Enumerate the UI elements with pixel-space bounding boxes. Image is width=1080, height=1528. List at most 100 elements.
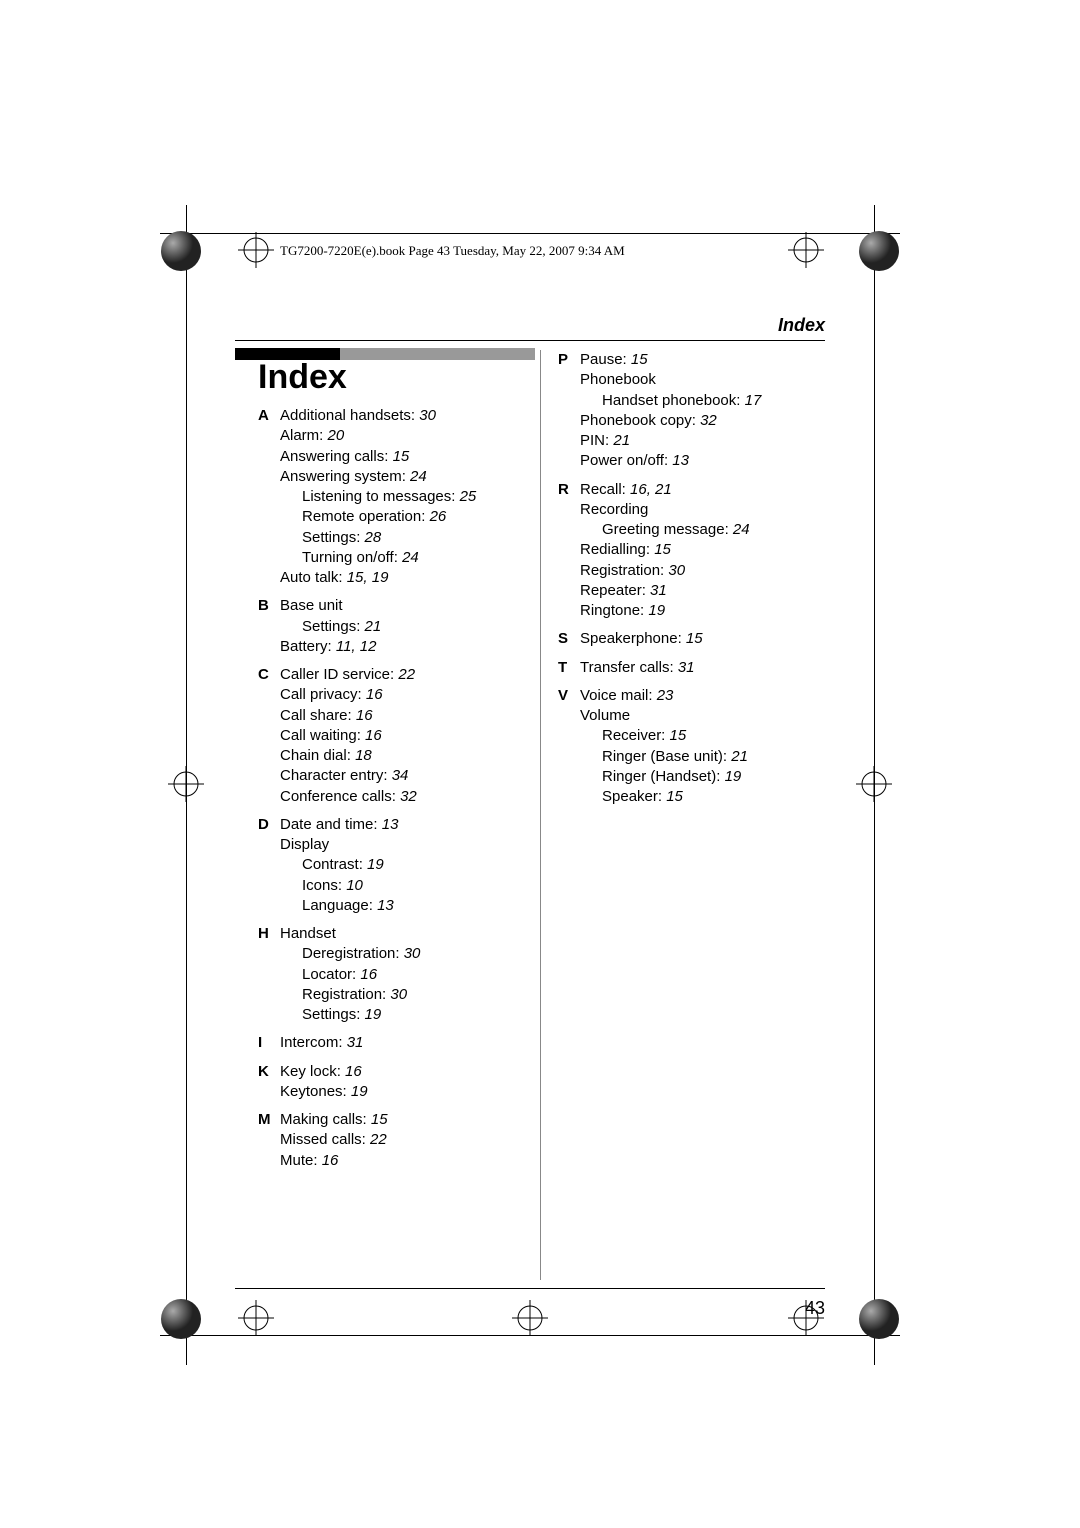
index-entry: Phonebook copy: 32 <box>580 411 828 431</box>
index-group: HHandsetDeregistration: 30Locator: 16Reg… <box>258 924 528 1025</box>
entry-text: Ringer (Handset): <box>602 768 720 785</box>
index-entry: HHandset <box>280 924 528 944</box>
index-entry: Call share: 16 <box>280 706 528 726</box>
entry-page: 11, 12 <box>336 638 377 655</box>
entry-page: 13 <box>672 452 689 469</box>
entry-text: Ringer (Base unit): <box>602 748 727 765</box>
index-letter: S <box>558 629 580 649</box>
entry-page: 16 <box>356 707 373 724</box>
entry-text: Repeater: <box>580 582 646 599</box>
index-entry: Chain dial: 18 <box>280 746 528 766</box>
index-entry: Listening to messages: 25 <box>280 487 528 507</box>
entry-text: Deregistration: <box>302 945 400 962</box>
entry-page: 16, 21 <box>630 481 672 498</box>
index-letter: I <box>258 1033 280 1053</box>
index-entry: Redialling: 15 <box>580 540 828 560</box>
entry-page: 15 <box>371 1111 388 1128</box>
entry-text: Receiver: <box>602 727 665 744</box>
entry-text: Caller ID service: <box>280 666 394 683</box>
index-entry: Character entry: 34 <box>280 766 528 786</box>
entry-page: 19 <box>367 856 384 873</box>
index-entry: Deregistration: 30 <box>280 944 528 964</box>
index-letter: V <box>558 686 580 706</box>
entry-text: Recording <box>580 501 648 518</box>
entry-page: 30 <box>668 562 685 579</box>
entry-page: 23 <box>657 687 674 704</box>
entry-text: Mute: <box>280 1152 318 1169</box>
index-group: SSpeakerphone: 15 <box>558 629 828 649</box>
entry-page: 30 <box>390 986 407 1003</box>
index-group: AAdditional handsets: 30Alarm: 20Answeri… <box>258 406 528 588</box>
entry-page: 19 <box>648 602 665 619</box>
index-entry: Remote operation: 26 <box>280 507 528 527</box>
index-group: KKey lock: 16Keytones: 19 <box>258 1062 528 1103</box>
entry-page: 25 <box>460 488 477 505</box>
index-entry: Answering calls: 15 <box>280 447 528 467</box>
index-entry: DDate and time: 13 <box>280 815 528 835</box>
index-entry: Settings: 28 <box>280 528 528 548</box>
entry-page: 15 <box>631 351 648 368</box>
reg-cross-icon <box>788 232 824 268</box>
index-entry: IIntercom: 31 <box>280 1033 528 1053</box>
entry-text: Answering calls: <box>280 448 388 465</box>
index-group: PPause: 15PhonebookHandset phonebook: 17… <box>558 350 828 472</box>
index-entry: VVoice mail: 23 <box>580 686 828 706</box>
entry-text: Recall: <box>580 481 626 498</box>
page: TG7200-7220E(e).book Page 43 Tuesday, Ma… <box>0 0 1080 1528</box>
index-entry: Turning on/off: 24 <box>280 548 528 568</box>
index-group: RRecall: 16, 21 Recording Greeting message… <box>558 480 828 622</box>
entry-page: 16 <box>366 686 383 703</box>
entry-page: 17 <box>745 392 762 409</box>
index-letter: R <box>558 480 580 500</box>
index-group: BBase unitSettings: 21Battery: 11, 12 <box>258 596 528 657</box>
index-entry: Answering system: 24 <box>280 467 528 487</box>
index-entry: Battery: 11, 12 <box>280 637 528 657</box>
entry-page: 15 <box>670 727 687 744</box>
index-entry: Display <box>280 835 528 855</box>
entry-text: Power on/off: <box>580 452 668 469</box>
entry-page: 21 <box>365 618 382 635</box>
index-entry: Conference calls: 32 <box>280 787 528 807</box>
index-entry: Alarm: 20 <box>280 426 528 446</box>
entry-text: Phonebook copy: <box>580 412 696 429</box>
entry-text: Missed calls: <box>280 1131 366 1148</box>
entry-text: Character entry: <box>280 767 388 784</box>
entry-page: 32 <box>700 412 717 429</box>
entry-text: Volume <box>580 707 630 724</box>
entry-text: Answering system: <box>280 468 406 485</box>
index-entry: Ringer (Handset): 19 <box>580 767 828 787</box>
entry-text: Language: <box>302 897 373 914</box>
index-group: DDate and time: 13DisplayContrast: 19Ico… <box>258 815 528 916</box>
entry-text: Phonebook <box>580 371 656 388</box>
entry-text: Registration: <box>302 986 386 1003</box>
entry-text: Alarm: <box>280 427 323 444</box>
entry-text: Transfer calls: <box>580 659 674 676</box>
entry-text: Speakerphone: <box>580 630 682 647</box>
header-underline <box>235 340 825 341</box>
reg-ball-icon <box>858 230 900 272</box>
index-entry: Settings: 21 <box>280 617 528 637</box>
entry-page: 15, 19 <box>347 569 389 586</box>
entry-text: Auto talk: <box>280 569 343 586</box>
index-content: AAdditional handsets: 30Alarm: 20Answeri… <box>258 350 828 1280</box>
index-letter: M <box>258 1110 280 1130</box>
entry-text: Intercom: <box>280 1034 343 1051</box>
reg-cross-icon <box>512 1300 548 1336</box>
index-entry: Ringtone: 19 <box>580 601 828 621</box>
entry-page: 24 <box>733 521 750 538</box>
index-entry: Receiver: 15 <box>580 726 828 746</box>
entry-text: Registration: <box>580 562 664 579</box>
index-entry: Auto talk: 15, 19 <box>280 568 528 588</box>
index-entry: Contrast: 19 <box>280 855 528 875</box>
entry-text: Pause: <box>580 351 627 368</box>
index-entry: PIN: 21 <box>580 431 828 451</box>
index-entry: SSpeakerphone: 15 <box>580 629 828 649</box>
entry-page: 31 <box>678 659 695 676</box>
entry-text: Handset <box>280 925 336 942</box>
index-letter: A <box>258 406 280 426</box>
entry-text: Keytones: <box>280 1083 347 1100</box>
entry-page: 16 <box>360 966 377 983</box>
entry-text: Greeting message: <box>602 521 729 538</box>
index-entry: KKey lock: 16 <box>280 1062 528 1082</box>
reg-cross-icon <box>788 1300 824 1336</box>
